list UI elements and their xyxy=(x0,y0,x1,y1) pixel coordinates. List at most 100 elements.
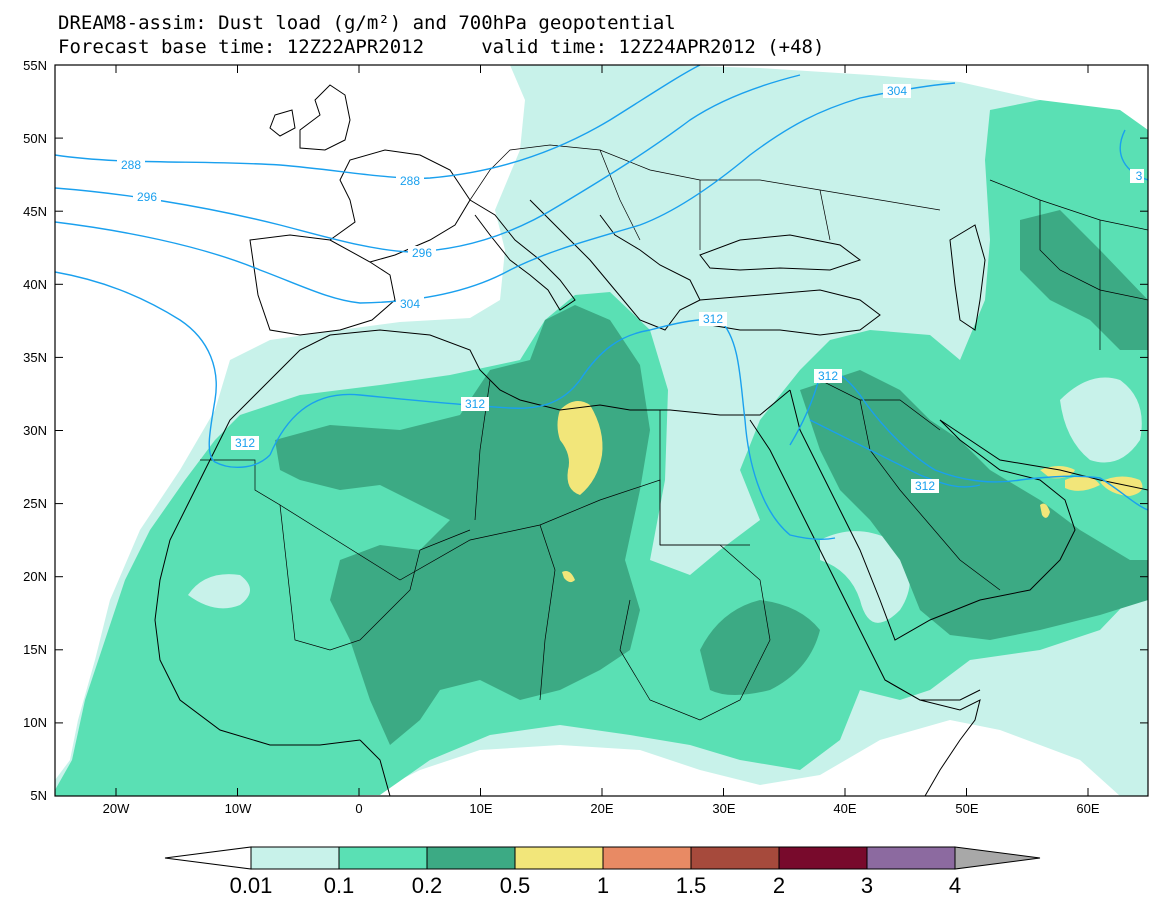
lat-label-5n: 5N xyxy=(30,788,47,803)
colorbar-label-1.5: 1.5 xyxy=(676,873,707,898)
axis-ticks xyxy=(55,64,1148,797)
contour-label-304-south: 304 xyxy=(400,297,420,311)
coastline-gulf-of-guinea xyxy=(359,739,391,796)
contour-label-312-west: 312 xyxy=(235,436,255,450)
lat-label-10n: 10N xyxy=(23,715,47,730)
dust-region-hole-3 xyxy=(1060,377,1142,463)
colorbar-label-0.01: 0.01 xyxy=(230,873,273,898)
colorbar-label-2: 2 xyxy=(773,873,785,898)
contour-label-296-west: 296 xyxy=(137,190,157,204)
contour-296 xyxy=(55,74,801,253)
lat-label-55n: 55N xyxy=(23,58,47,73)
colorbar-label-1: 1 xyxy=(597,873,609,898)
colorbar-segment-0.2 xyxy=(426,846,516,870)
map-title: DREAM8-assim: Dust load (g/m²) and 700hP… xyxy=(58,12,676,34)
coastline-turkey xyxy=(699,289,881,336)
lon-label-40e: 40E xyxy=(833,801,856,816)
contour-label-304-north: 304 xyxy=(887,84,907,98)
contour-304-west xyxy=(55,271,271,468)
dust-region-0.2-central-asia xyxy=(1020,210,1148,350)
contour-label-3-east: 3 xyxy=(1136,169,1143,183)
contour-label-312-med: 312 xyxy=(703,312,723,326)
contour-label-296-east: 296 xyxy=(412,246,432,260)
coastline-iberia xyxy=(249,234,396,336)
coastline-arabia xyxy=(789,389,1076,641)
dust-region-0.2-north-africa xyxy=(275,305,650,745)
coastlines xyxy=(154,84,1148,796)
colorbar-label-0.1: 0.1 xyxy=(324,873,355,898)
colorbar-segment-0.1 xyxy=(338,846,428,870)
dust-region-hole-1 xyxy=(188,574,250,609)
contour-304 xyxy=(55,82,956,304)
colorbar-segment-3 xyxy=(866,846,956,870)
colorbar-segment-1.5 xyxy=(690,846,780,870)
lon-label-10e: 10E xyxy=(469,801,492,816)
colorbar-segment-2 xyxy=(778,846,868,870)
coastline-black-sea xyxy=(699,234,862,271)
colorbar-label-0.5: 0.5 xyxy=(500,873,531,898)
coastline-persian-gulf xyxy=(939,419,1148,491)
dust-region-hole-2 xyxy=(820,531,910,623)
latitude-axis: 55N 50N 45N 40N 35N 30N 25N 20N 15N 10N … xyxy=(23,58,47,803)
lon-label-50e: 50E xyxy=(955,801,978,816)
lat-label-40n: 40N xyxy=(23,277,47,292)
coastline-italy xyxy=(469,199,576,311)
dust-region-0.5-gulf xyxy=(1040,503,1050,518)
coastline-balkans xyxy=(529,199,701,331)
contour-label-312-levant: 312 xyxy=(818,369,838,383)
coastline-france xyxy=(329,149,471,263)
lon-label-60e: 60E xyxy=(1076,801,1099,816)
lon-label-20w: 20W xyxy=(103,801,130,816)
dust-region-0.5-iran-2 xyxy=(1100,476,1143,496)
dust-region-0.5-libya xyxy=(557,401,603,495)
lon-label-30e: 30E xyxy=(712,801,735,816)
lat-label-25n: 25N xyxy=(23,496,47,511)
colorbar-segment-0.5 xyxy=(514,846,604,870)
colorbar-segment-0.01 xyxy=(250,846,340,870)
colorbar-arrow-high xyxy=(954,846,1041,870)
lat-label-15n: 15N xyxy=(23,642,47,657)
border-sahara-2 xyxy=(200,459,471,651)
contour-312 xyxy=(269,318,836,540)
contour-label-312-arabia: 312 xyxy=(915,479,935,493)
coastline-horn-africa xyxy=(884,679,981,796)
colorbar-label-0.2: 0.2 xyxy=(412,873,443,898)
border-europe xyxy=(469,144,941,250)
border-east-africa xyxy=(619,544,771,721)
coastline-red-sea xyxy=(749,419,981,701)
contour-label-312-sahara: 312 xyxy=(465,397,485,411)
lat-label-45n: 45N xyxy=(23,204,47,219)
coastline-ireland xyxy=(269,109,296,137)
forecast-time-line: Forecast base time: 12Z22APR2012 valid t… xyxy=(58,36,825,58)
longitude-axis: 20W 10W 0 10E 20E 30E 40E 50E 60E xyxy=(103,801,1100,816)
colorbar-segment-1 xyxy=(602,846,692,870)
lat-label-50n: 50N xyxy=(23,131,47,146)
coastline-west-africa xyxy=(154,459,361,746)
coastline-north-africa xyxy=(209,329,791,461)
colorbar: 0.01 0.1 0.2 0.5 1 1.5 2 3 4 xyxy=(164,846,1041,898)
contour-label-288-east: 288 xyxy=(400,174,420,188)
border-central-asia xyxy=(989,179,1148,350)
dust-field xyxy=(55,65,1148,796)
contour-label-288-west: 288 xyxy=(121,158,141,172)
dust-region-0.2-arabia xyxy=(800,370,1148,640)
coastline-caspian xyxy=(949,224,986,331)
dust-region-0.5-chad xyxy=(562,571,575,583)
colorbar-arrow-low xyxy=(164,846,252,870)
contour-labels: 288 288 296 296 304 304 312 312 312 312 … xyxy=(117,84,1144,493)
colorbar-label-3: 3 xyxy=(861,873,873,898)
lon-label-0: 0 xyxy=(355,801,362,816)
dust-region-0.5-iran-1 xyxy=(1065,476,1100,491)
lon-label-10w: 10W xyxy=(225,801,252,816)
lon-label-20e: 20E xyxy=(590,801,613,816)
dust-region-0.2-east-africa xyxy=(700,600,820,695)
lat-label-35n: 35N xyxy=(23,350,47,365)
dust-region-0.5-oman xyxy=(1040,466,1075,479)
lat-label-20n: 20N xyxy=(23,569,47,584)
colorbar-label-4: 4 xyxy=(949,873,961,898)
contour-312-gulf xyxy=(809,419,981,488)
coastline-britain xyxy=(299,84,351,151)
border-middle-east xyxy=(819,379,1001,591)
lat-label-30n: 30N xyxy=(23,423,47,438)
